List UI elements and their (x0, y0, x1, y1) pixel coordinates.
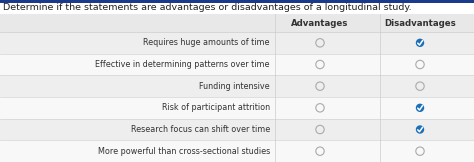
Bar (0, 0, 474, 3)
Bar (0, 75, 474, 97)
Text: Disadvantages: Disadvantages (384, 18, 456, 28)
Bar (0, 32, 474, 54)
Bar (0, 97, 474, 119)
Text: Advantages: Advantages (292, 18, 349, 28)
Bar (0, 54, 474, 75)
Bar (0, 0, 474, 14)
Text: Risk of participant attrition: Risk of participant attrition (162, 103, 270, 112)
Bar (0, 119, 474, 140)
Bar (0, 140, 474, 162)
Text: More powerful than cross-sectional studies: More powerful than cross-sectional studi… (98, 147, 270, 156)
Text: Determine if the statements are advantages or disadvantages of a longitudinal st: Determine if the statements are advantag… (3, 4, 411, 12)
Circle shape (416, 125, 424, 134)
Text: Research focus can shift over time: Research focus can shift over time (131, 125, 270, 134)
Circle shape (416, 104, 424, 112)
Circle shape (416, 39, 424, 47)
Text: Funding intensive: Funding intensive (200, 82, 270, 91)
Bar (0, 14, 474, 32)
Text: Effective in determining patterns over time: Effective in determining patterns over t… (95, 60, 270, 69)
Text: Requires huge amounts of time: Requires huge amounts of time (144, 38, 270, 47)
